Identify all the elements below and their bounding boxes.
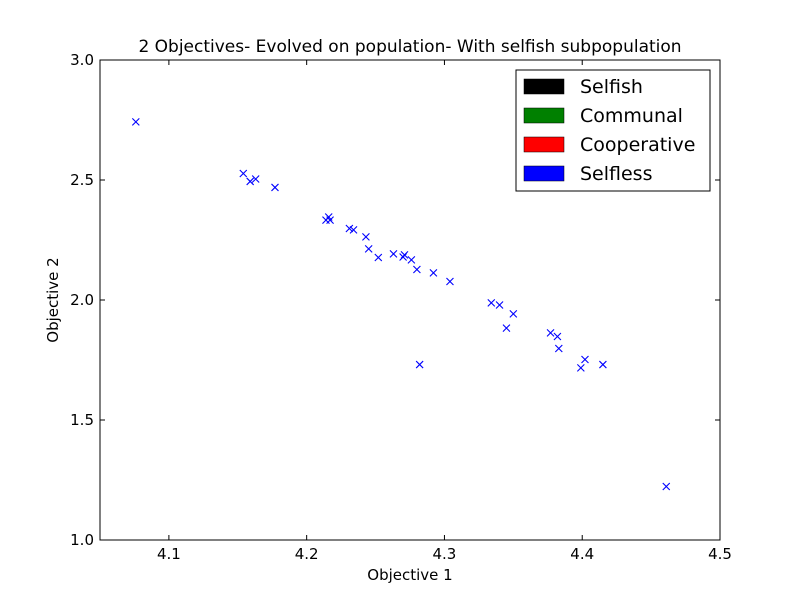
- data-point: [429, 268, 438, 277]
- data-point-stroke: [364, 244, 373, 253]
- data-point-stroke: [546, 328, 555, 337]
- data-point-stroke: [399, 253, 408, 261]
- data-point-stroke: [429, 268, 438, 277]
- x-tick-label: 4.2: [295, 545, 319, 563]
- data-point-stroke: [400, 250, 409, 259]
- data-point-stroke: [326, 216, 334, 224]
- data-point: [374, 253, 383, 262]
- data-point-stroke: [362, 232, 370, 241]
- data-point: [546, 328, 555, 337]
- data-point-stroke: [554, 344, 563, 353]
- legend-swatch: [523, 107, 565, 124]
- x-axis-label: Objective 1: [367, 566, 452, 584]
- x-tick-label: 4.4: [570, 545, 594, 563]
- data-point: [415, 360, 424, 369]
- data-point-stroke: [487, 298, 496, 307]
- chart-title: 2 Objectives- Evolved on population- Wit…: [138, 37, 681, 57]
- data-point-stroke: [553, 332, 562, 341]
- data-point-stroke: [374, 253, 383, 262]
- data-point-stroke: [412, 265, 421, 274]
- x-tick-label: 4.1: [157, 545, 181, 563]
- y-tick-label: 1.0: [70, 531, 94, 549]
- data-point: [487, 298, 496, 307]
- data-point-stroke: [502, 324, 511, 332]
- data-point-stroke: [345, 224, 354, 233]
- data-point-stroke: [509, 310, 518, 318]
- legend-swatch: [523, 78, 565, 95]
- y-tick-label: 2.0: [70, 291, 94, 309]
- x-tick-label: 4.3: [433, 545, 457, 563]
- data-point: [345, 224, 354, 233]
- y-tick-label: 2.5: [70, 171, 94, 189]
- data-point: [271, 183, 279, 192]
- legend: Selfish Communal Cooperative Selfless: [515, 69, 711, 192]
- data-point-stroke: [251, 175, 260, 183]
- data-point: [446, 277, 454, 286]
- axis-ticks: 4.1 4.2 4.3 4.4 4.5 1.0 1.5 2.0 2.5 3.0: [70, 51, 732, 563]
- data-point-stroke: [271, 183, 279, 192]
- data-point-stroke: [662, 482, 671, 491]
- data-point: [239, 169, 248, 178]
- data-point-stroke: [389, 250, 398, 258]
- data-point: [576, 364, 585, 372]
- y-tick-label: 1.5: [70, 411, 94, 429]
- data-point: [581, 355, 589, 364]
- data-point-stroke: [495, 301, 504, 309]
- data-points: [131, 118, 671, 491]
- data-point: [495, 301, 504, 309]
- data-point: [662, 482, 671, 491]
- data-point: [364, 244, 373, 253]
- y-axis-label: Objective 2: [44, 257, 62, 342]
- legend-swatch: [523, 165, 565, 182]
- data-point-stroke: [415, 360, 424, 369]
- data-point-stroke: [324, 213, 333, 221]
- data-point-stroke: [239, 169, 248, 178]
- data-point: [399, 253, 408, 261]
- data-point: [502, 324, 511, 332]
- data-point-stroke: [581, 355, 589, 364]
- data-point: [599, 360, 607, 369]
- data-point: [509, 310, 518, 318]
- data-point-stroke: [446, 277, 454, 286]
- legend-label: Selfish: [580, 76, 643, 98]
- data-point-stroke: [599, 360, 607, 369]
- data-point: [412, 265, 421, 274]
- data-point-stroke: [407, 256, 416, 264]
- data-point-stroke: [576, 364, 585, 372]
- legend-label: Communal: [580, 105, 683, 127]
- data-point: [553, 332, 562, 341]
- legend-swatch: [523, 136, 565, 153]
- data-point: [246, 177, 255, 186]
- data-point: [362, 232, 370, 241]
- data-point: [131, 118, 140, 126]
- data-point: [407, 256, 416, 264]
- y-tick-label: 3.0: [70, 51, 94, 69]
- x-tick-label: 4.5: [708, 545, 732, 563]
- data-point: [349, 226, 358, 234]
- data-point-stroke: [246, 177, 255, 186]
- data-point: [326, 216, 334, 224]
- data-point: [251, 175, 260, 183]
- legend-label: Selfless: [580, 163, 652, 185]
- legend-label: Cooperative: [580, 134, 695, 156]
- data-point: [554, 344, 563, 353]
- data-point-stroke: [131, 118, 140, 126]
- data-point: [400, 250, 409, 259]
- data-point: [389, 250, 398, 258]
- data-point-stroke: [349, 226, 358, 234]
